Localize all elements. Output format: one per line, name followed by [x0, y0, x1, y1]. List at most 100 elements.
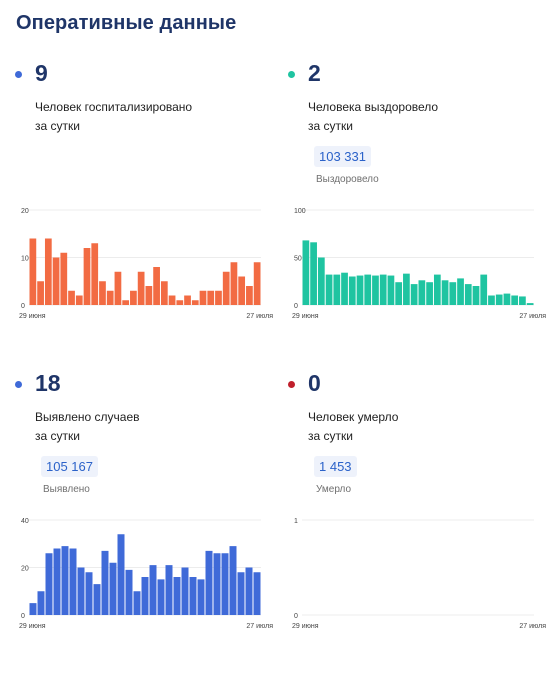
- deaths-count: 0: [308, 370, 321, 396]
- chart-bar: [60, 252, 68, 305]
- chart-bar: [356, 275, 364, 305]
- chart-bar: [372, 275, 379, 305]
- x-start-label: 29 июня: [292, 623, 319, 630]
- x-start-label: 29 июня: [19, 623, 46, 630]
- hospitalized-panel: 9 Человек госпитализировано за сутки 20 1…: [15, 60, 280, 380]
- chart-bar: [205, 550, 213, 615]
- chart-bar: [433, 274, 441, 305]
- chart-bar: [317, 257, 325, 305]
- chart-bar: [168, 295, 176, 305]
- chart-bar: [189, 577, 197, 615]
- chart-bar: [53, 548, 61, 615]
- deaths-total-label: Умерло: [316, 484, 352, 495]
- chart-bar: [141, 577, 149, 615]
- chart-bar: [480, 274, 488, 305]
- chart-bar: [387, 275, 395, 305]
- chart-bar: [61, 546, 69, 615]
- x-end-label: 27 июля: [246, 623, 273, 630]
- chart-bar: [93, 584, 101, 615]
- x-start-label: 29 июня: [292, 313, 319, 320]
- x-end-label: 27 июля: [519, 623, 546, 630]
- chart-bar: [29, 603, 37, 615]
- chart-bar: [114, 271, 122, 305]
- deaths-panel: 0 Человек умерло за сутки 1 453 Умерло 1…: [288, 370, 550, 690]
- hospitalized-count: 9: [35, 60, 48, 86]
- chart-bar: [253, 572, 261, 615]
- recovered-panel: 2 Человека выздоровело за сутки 103 331 …: [288, 60, 550, 380]
- chart-bar: [153, 267, 160, 305]
- chart-bar: [122, 300, 130, 305]
- recovered-desc-line2: за сутки: [308, 119, 353, 133]
- chart-bar: [472, 286, 480, 305]
- chart-bar: [410, 284, 418, 305]
- chart-bar: [379, 274, 387, 305]
- chart-bar: [37, 591, 45, 615]
- chart-bar: [229, 546, 237, 615]
- chart-bar: [302, 240, 310, 305]
- chart-bar: [75, 295, 83, 305]
- hospitalized-description: Человек госпитализировано за сутки: [35, 98, 255, 136]
- chart-bar: [85, 572, 93, 615]
- chart-bar: [503, 293, 511, 305]
- chart-bar: [68, 290, 75, 305]
- chart-bar: [137, 271, 145, 305]
- cases-panel: 18 Выявлено случаев за сутки 105 167 Выя…: [15, 370, 280, 690]
- recovered-desc-line1: Человека выздоровело: [308, 100, 439, 114]
- cases-desc-line2: за сутки: [35, 429, 80, 443]
- cases-desc-line1: Выявлено случаев: [35, 410, 140, 424]
- chart-bar: [245, 567, 253, 615]
- chart-bar: [45, 553, 53, 615]
- chart-bar: [310, 242, 317, 305]
- chart-bar: [519, 296, 526, 305]
- hospitalized-desc-line2: за сутки: [35, 119, 80, 133]
- chart-bar: [101, 550, 109, 615]
- cases-dot-icon: [15, 381, 22, 388]
- chart-bar: [52, 257, 60, 305]
- chart-bar: [44, 238, 52, 305]
- chart-bar: [130, 290, 137, 305]
- deaths-description: Человек умерло за сутки: [308, 408, 528, 446]
- chart-bar: [238, 276, 246, 305]
- chart-bar: [91, 243, 99, 305]
- y-tick-label: 0: [294, 303, 298, 310]
- chart-bar: [348, 276, 356, 305]
- chart-bar: [184, 295, 191, 305]
- chart-bar: [221, 553, 229, 615]
- hospitalized-dot-icon: [15, 71, 22, 78]
- chart-bar: [99, 281, 106, 305]
- y-tick-label: 50: [294, 256, 302, 263]
- cases-chart: 40 20 0 29 июня 27 июля: [19, 518, 273, 630]
- chart-bar: [457, 278, 464, 305]
- y-tick-label: 100: [294, 208, 306, 215]
- chart-bar: [83, 248, 91, 305]
- chart-bar: [449, 282, 457, 305]
- chart-bar: [213, 553, 221, 615]
- chart-bar: [199, 290, 207, 305]
- chart-bar: [191, 300, 199, 305]
- chart-bar: [215, 290, 222, 305]
- y-tick-label: 20: [21, 208, 29, 215]
- chart-bar: [511, 295, 519, 305]
- hospitalized-chart: 20 10 0 29 июня 27 июля: [19, 208, 273, 320]
- chart-bar: [29, 238, 37, 305]
- chart-bar: [69, 548, 77, 615]
- y-tick-label: 40: [21, 518, 29, 525]
- chart-bar: [526, 303, 534, 305]
- y-tick-label: 1: [294, 518, 298, 525]
- chart-bar: [207, 290, 215, 305]
- chart-bar: [395, 282, 403, 305]
- chart-bar: [230, 262, 238, 305]
- cases-total-badge: 105 167: [41, 456, 98, 477]
- page-title: Оперативные данные: [16, 12, 237, 34]
- y-tick-label: 0: [21, 613, 25, 620]
- chart-bar: [173, 577, 181, 615]
- chart-bar: [133, 591, 141, 615]
- hospitalized-desc-line1: Человек госпитализировано: [35, 100, 193, 114]
- chart-bar: [109, 562, 117, 615]
- deaths-dot-icon: [288, 381, 295, 388]
- chart-bar: [341, 272, 348, 305]
- chart-bar: [488, 295, 495, 305]
- chart-bar: [176, 300, 184, 305]
- deaths-desc-line2: за сутки: [308, 429, 353, 443]
- deaths-total-badge: 1 453: [314, 456, 357, 477]
